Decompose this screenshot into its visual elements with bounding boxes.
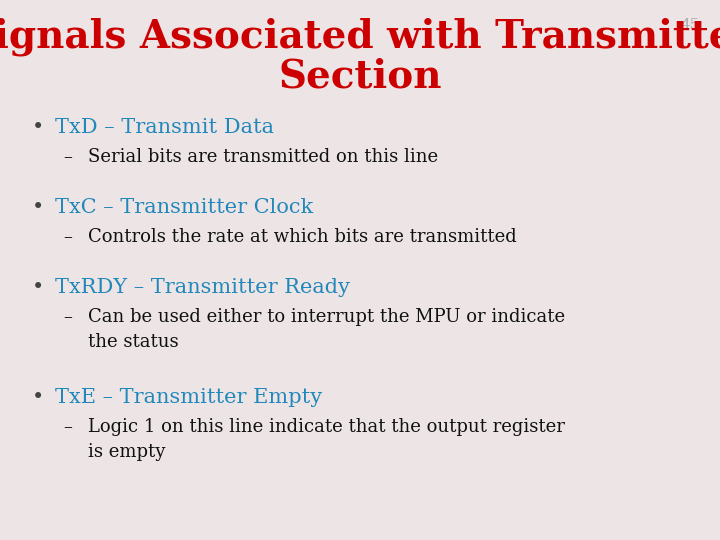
Text: TxD – Transmit Data: TxD – Transmit Data — [55, 118, 274, 137]
Text: –: – — [63, 228, 73, 246]
Text: •: • — [32, 278, 44, 297]
Text: •: • — [32, 198, 44, 217]
Text: 45: 45 — [680, 18, 700, 32]
Text: Logic 1 on this line indicate that the output register
is empty: Logic 1 on this line indicate that the o… — [88, 418, 565, 461]
Text: •: • — [32, 118, 44, 137]
Text: TxC – Transmitter Clock: TxC – Transmitter Clock — [55, 198, 313, 217]
Text: Signals Associated with Transmitter: Signals Associated with Transmitter — [0, 18, 720, 57]
Text: –: – — [63, 308, 73, 326]
Text: Controls the rate at which bits are transmitted: Controls the rate at which bits are tran… — [88, 228, 517, 246]
Text: Section: Section — [278, 58, 442, 96]
Text: –: – — [63, 148, 73, 166]
Text: TxE – Transmitter Empty: TxE – Transmitter Empty — [55, 388, 323, 407]
Text: –: – — [63, 418, 73, 436]
Text: Serial bits are transmitted on this line: Serial bits are transmitted on this line — [88, 148, 438, 166]
Text: TxRDY – Transmitter Ready: TxRDY – Transmitter Ready — [55, 278, 350, 297]
Text: Can be used either to interrupt the MPU or indicate
the status: Can be used either to interrupt the MPU … — [88, 308, 565, 351]
Text: •: • — [32, 388, 44, 407]
